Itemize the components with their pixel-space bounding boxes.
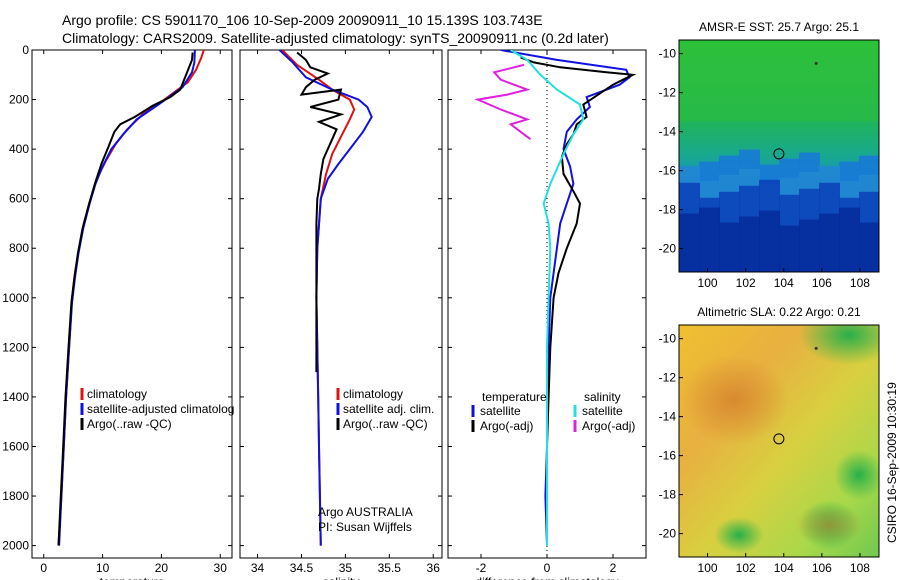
argo-location-marker bbox=[773, 148, 785, 160]
y-tick-label: -20 bbox=[659, 527, 677, 541]
island-marker bbox=[814, 346, 818, 350]
note-line: Argo AUSTRALIA bbox=[318, 505, 413, 519]
legend-label: climatology bbox=[343, 387, 403, 401]
y-tick-label: -16 bbox=[659, 164, 677, 178]
sla-field bbox=[679, 325, 879, 557]
x-tick-label: 36 bbox=[427, 561, 441, 575]
x-tick-label: 104 bbox=[774, 276, 794, 290]
legend-label: Argo(..raw -QC) bbox=[343, 417, 428, 431]
difference-x-label: difference from climatology bbox=[475, 575, 618, 580]
header-line-1: Argo profile: CS 5901170_106 10-Sep-2009… bbox=[62, 12, 543, 28]
legend-label: Argo(-adj) bbox=[480, 419, 533, 433]
sst-map-frame bbox=[678, 39, 880, 273]
side-label: CSIRO 16-Sep-2009 10:30:19 bbox=[885, 382, 899, 543]
sst-map-panel: AMSR-E SST: 25.7 Argo: 25.1 100 102 104 106 1… bbox=[659, 20, 880, 290]
x-tick-label: -2 bbox=[476, 561, 487, 575]
y-tick-label: 400 bbox=[9, 142, 29, 156]
y-tick-label: 800 bbox=[9, 241, 29, 255]
x-tick-label: 35.5 bbox=[378, 561, 402, 575]
x-tick-label: 35 bbox=[339, 561, 353, 575]
x-tick-label: 0 bbox=[40, 561, 47, 575]
x-tick-label: 102 bbox=[736, 561, 756, 575]
y-tick-label: 1600 bbox=[2, 439, 29, 453]
note-line: PI: Susan Wijffels bbox=[318, 520, 412, 534]
legend-label: satellite-adjusted climatolog bbox=[87, 402, 234, 416]
sst-map-title: AMSR-E SST: 25.7 Argo: 25.1 bbox=[699, 20, 859, 34]
salinity-series-satellite bbox=[278, 50, 373, 546]
x-tick-label: 106 bbox=[812, 276, 832, 290]
x-tick-label: 34 bbox=[251, 561, 265, 575]
y-tick-label: 600 bbox=[9, 192, 29, 206]
y-tick-label: -18 bbox=[659, 488, 677, 502]
map-panels: AMSR-E SST: 25.7 Argo: 25.1 100 102 104 106 1… bbox=[659, 20, 880, 575]
legend-label: Argo(-adj) bbox=[582, 419, 635, 433]
legend-label: climatology bbox=[87, 387, 147, 401]
x-tick-label: 30 bbox=[214, 561, 228, 575]
x-tick-label: 20 bbox=[155, 561, 169, 575]
y-tick-label: -16 bbox=[659, 449, 677, 463]
y-tick-label: 0 bbox=[22, 43, 29, 57]
x-tick-label: 100 bbox=[698, 276, 718, 290]
sst-field bbox=[679, 40, 879, 272]
difference-panel: -2 0 2difference from climatology temperatu… bbox=[447, 49, 647, 580]
temperature-x-label: temperature bbox=[100, 575, 165, 580]
x-tick-label: 2 bbox=[610, 561, 617, 575]
difference-series-argo bbox=[520, 56, 637, 447]
argo-location-marker bbox=[773, 433, 785, 445]
y-tick-label: 2000 bbox=[2, 539, 29, 553]
y-tick-label: -10 bbox=[659, 332, 677, 346]
y-tick-label: -18 bbox=[659, 203, 677, 217]
x-tick-label: 106 bbox=[812, 561, 832, 575]
legend-label: satellite bbox=[582, 404, 623, 418]
y-tick-label: 200 bbox=[9, 93, 29, 107]
x-tick-label: 108 bbox=[850, 561, 870, 575]
y-tick-label: 1000 bbox=[2, 291, 29, 305]
temperature-series-satellite bbox=[58, 50, 196, 546]
temperature-panel: 0 10 20 30 temperature 0 200 400 600 800 1000 1200 1… bbox=[2, 43, 234, 580]
x-tick-label: 100 bbox=[698, 561, 718, 575]
legend-heading: salinity bbox=[584, 390, 621, 404]
x-tick-label: 108 bbox=[850, 276, 870, 290]
difference-series-salinity_argo bbox=[474, 63, 532, 141]
x-tick-label: 102 bbox=[736, 276, 756, 290]
legend-label: Argo(..raw -QC) bbox=[87, 417, 172, 431]
legend-heading: temperature bbox=[482, 390, 547, 404]
y-tick-label: -14 bbox=[659, 410, 677, 424]
x-tick-label: 10 bbox=[96, 561, 110, 575]
temperature-series-argo bbox=[57, 52, 194, 546]
sla-map-frame bbox=[678, 324, 880, 558]
legend-label: satellite adj. clim. bbox=[343, 402, 434, 416]
y-tick-label: -20 bbox=[659, 242, 677, 256]
y-tick-label: 1800 bbox=[2, 489, 29, 503]
sla-map-title: Altimetric SLA: 0.22 Argo: 0.21 bbox=[697, 305, 861, 319]
temperature-axes-box bbox=[31, 49, 233, 559]
header-line-2: Climatology: CARS2009. Satellite-adjuste… bbox=[62, 30, 609, 46]
salinity-x-label: salinity bbox=[323, 575, 360, 580]
legend-label: satellite bbox=[480, 404, 521, 418]
salinity-axes-box bbox=[239, 49, 443, 559]
salinity-series-argo bbox=[296, 51, 345, 373]
y-tick-label: -12 bbox=[659, 86, 677, 100]
salinity-panel: 34 34.5 35 35.5 36 salinity climatologysatelli… bbox=[239, 49, 443, 580]
difference-series-salinity_satellite bbox=[510, 50, 585, 546]
y-tick-label: 1200 bbox=[2, 340, 29, 354]
salinity-series-climatology bbox=[281, 50, 356, 546]
y-tick-label: -12 bbox=[659, 371, 677, 385]
x-tick-label: 34.5 bbox=[290, 561, 314, 575]
y-tick-label: -10 bbox=[659, 47, 677, 61]
difference-series-satellite bbox=[500, 50, 631, 546]
x-tick-label: 0 bbox=[544, 561, 551, 575]
x-tick-label: 104 bbox=[774, 561, 794, 575]
y-tick-label: -14 bbox=[659, 125, 677, 139]
island-marker bbox=[814, 61, 818, 65]
sla-map-panel: Altimetric SLA: 0.22 Argo: 0.21 100 102 104… bbox=[659, 305, 880, 575]
profile-panels: 0102030temperature0200400600800100012001… bbox=[2, 43, 647, 580]
y-tick-label: 1400 bbox=[2, 390, 29, 404]
